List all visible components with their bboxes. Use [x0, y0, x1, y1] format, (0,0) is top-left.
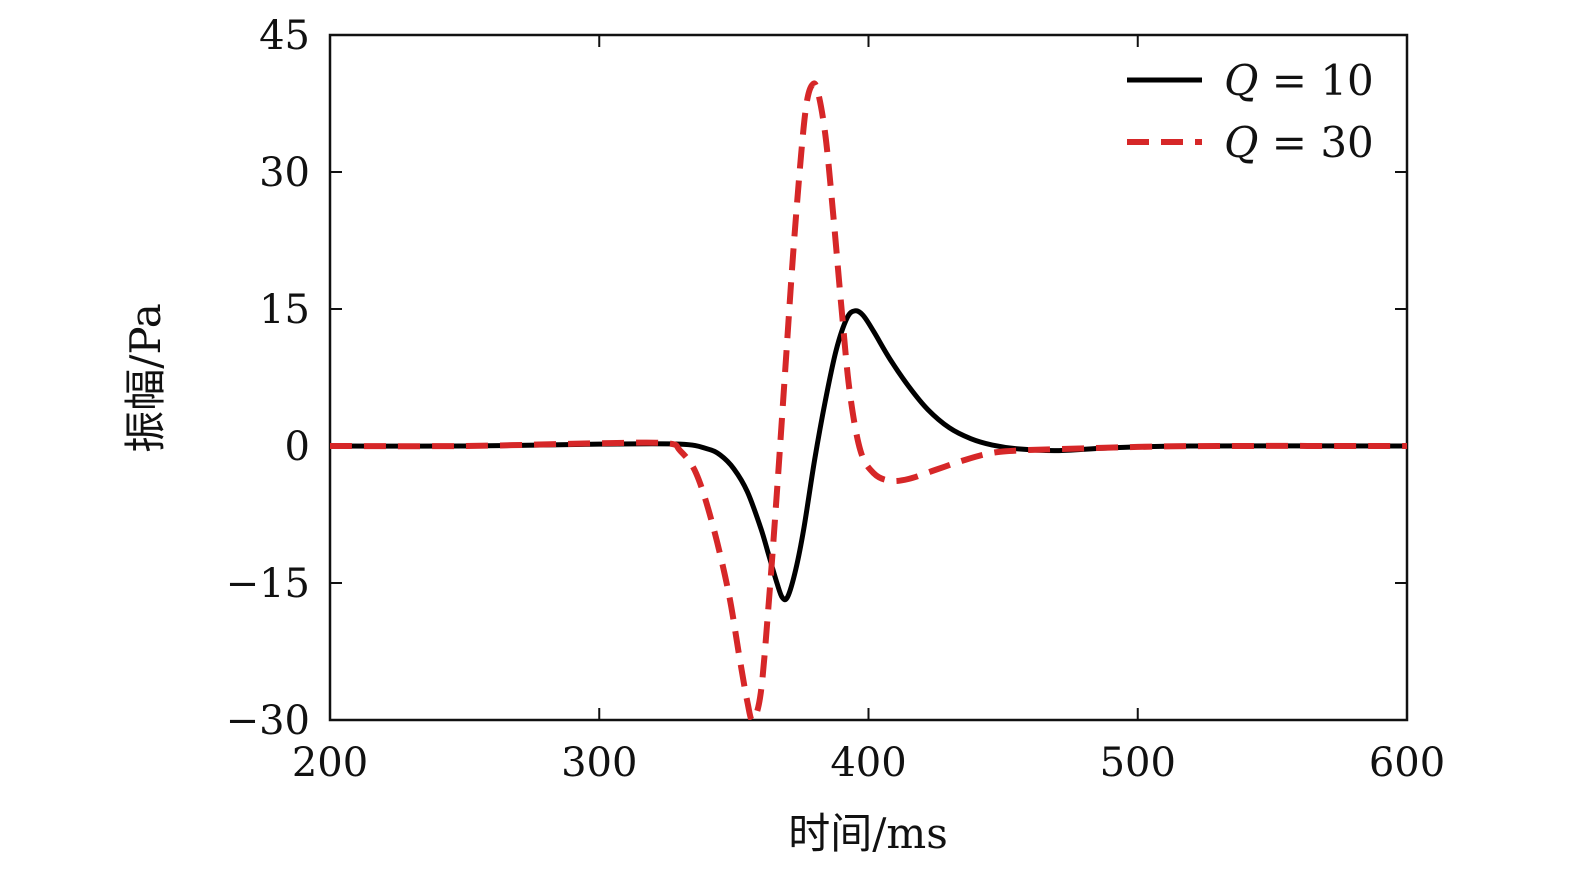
axis-tick-labels: 200 300 400 500 600 −30 −15 0 15 30 45: [226, 13, 1446, 786]
series-line-q30: [330, 80, 1407, 720]
y-tick-label: 15: [259, 287, 310, 333]
x-tick-label: 400: [830, 740, 906, 786]
y-tick-label: −30: [226, 698, 310, 744]
x-axis-label: 时间/ms: [788, 809, 948, 858]
y-tick-label: 0: [285, 424, 310, 470]
legend: Q = 10 Q = 30: [1127, 56, 1374, 167]
x-tick-label: 300: [561, 740, 637, 786]
y-tick-label: −15: [226, 561, 310, 607]
x-tick-label: 200: [292, 740, 368, 786]
x-tick-label: 600: [1369, 740, 1445, 786]
series-line-q10: [330, 308, 1407, 603]
x-tick-label: 500: [1100, 740, 1176, 786]
axis-ticks: [329, 34, 1408, 721]
y-tick-label: 45: [259, 13, 310, 59]
series-layer: [330, 80, 1407, 720]
y-axis-label: 振幅/Pa: [121, 303, 170, 453]
legend-label-q30: Q = 30: [1224, 118, 1374, 167]
y-tick-label: 30: [259, 150, 310, 196]
legend-label-q10: Q = 10: [1224, 56, 1374, 105]
